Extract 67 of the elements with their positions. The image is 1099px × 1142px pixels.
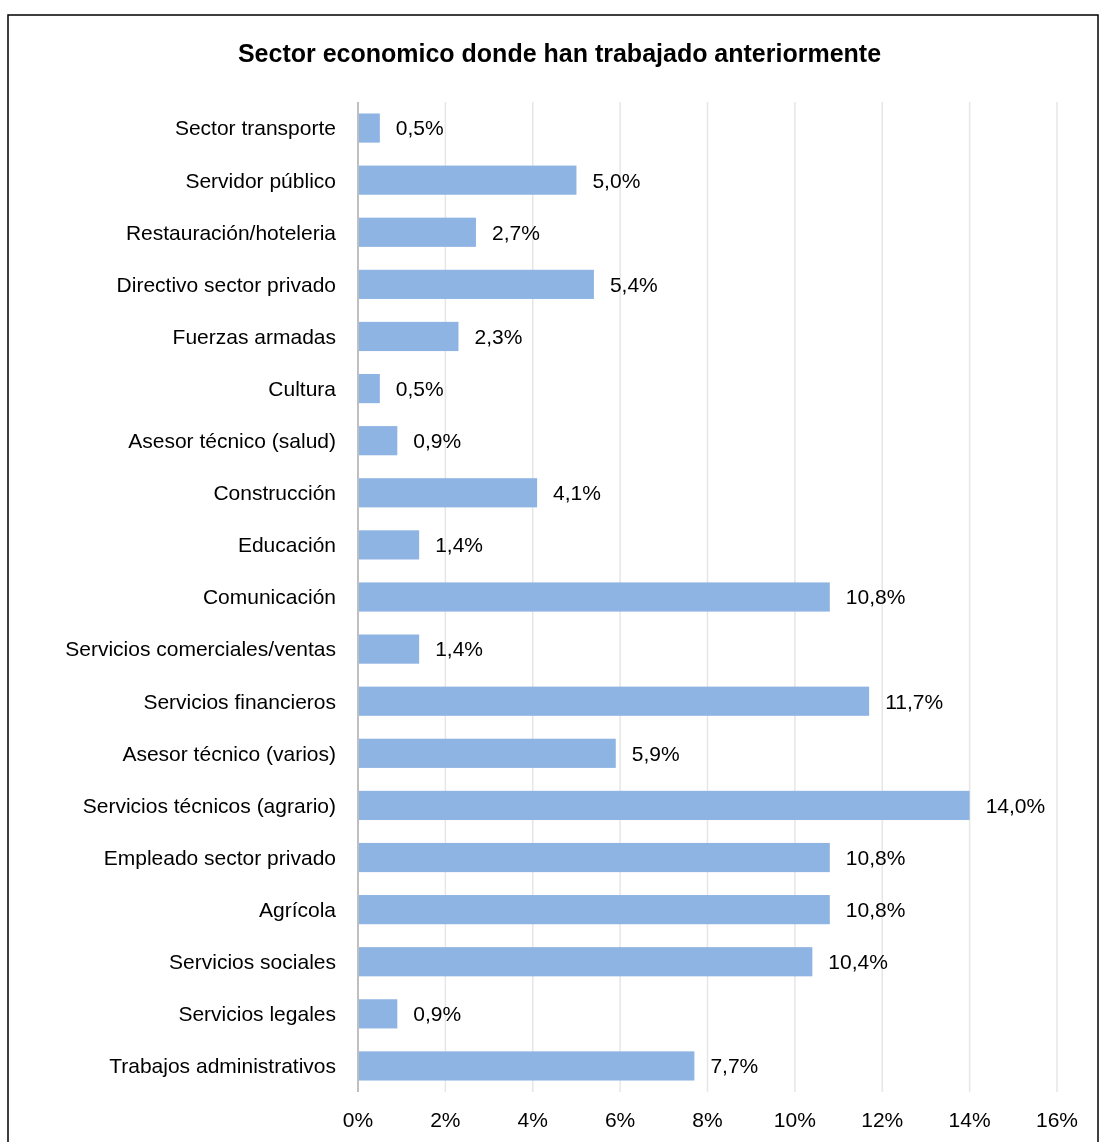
data-label: 0,5%	[395, 116, 444, 140]
y-tick-label: Empleado sector privado	[103, 845, 336, 869]
x-tick-label: 6%	[604, 1108, 636, 1132]
data-label: 10,8%	[845, 585, 906, 609]
bar	[358, 321, 459, 352]
y-tick-label: Restauración/hoteleria	[125, 220, 337, 244]
data-label: 5,9%	[631, 741, 680, 765]
y-tick-label: Servicios legales	[178, 1002, 336, 1026]
y-tick-label: Servidor público	[185, 168, 336, 192]
y-tick-label: Cultura	[268, 376, 337, 400]
data-label: 14,0%	[985, 793, 1046, 817]
y-tick-label: Sector transporte	[174, 116, 336, 140]
data-label: 7,7%	[710, 1054, 759, 1078]
data-label: 10,4%	[828, 950, 888, 974]
bar	[358, 1051, 695, 1081]
bar	[358, 895, 830, 925]
x-tick-label: 16%	[1035, 1108, 1079, 1132]
bar	[358, 790, 970, 821]
bar	[358, 113, 380, 143]
data-label: 4,1%	[553, 481, 601, 505]
data-label: 5,0%	[592, 168, 641, 192]
y-tick-label: Servicios técnicos (agrario)	[82, 793, 336, 817]
data-label: 0,9%	[413, 1002, 462, 1026]
bar	[358, 217, 476, 247]
y-tick-label: Educación	[237, 533, 336, 557]
bar	[358, 269, 594, 299]
data-label: 10,8%	[845, 897, 906, 921]
data-label: 5,4%	[609, 272, 658, 296]
bar	[358, 373, 380, 404]
bar	[358, 686, 870, 716]
y-tick-label: Fuerzas armadas	[172, 324, 336, 348]
data-label: 0,5%	[395, 376, 444, 400]
bar	[358, 738, 616, 768]
y-tick-label: Asesor técnico (varios)	[122, 741, 336, 765]
data-label: 2,3%	[474, 324, 523, 348]
y-tick-label: Comunicación	[202, 585, 336, 609]
x-tick-label: 2%	[430, 1108, 461, 1132]
x-tick-label: 12%	[861, 1108, 904, 1132]
y-tick-label: Directivo sector privado	[116, 272, 336, 296]
data-label: 2,7%	[491, 220, 540, 244]
bar	[358, 999, 398, 1029]
y-tick-label: Agrícola	[258, 897, 337, 921]
bar	[358, 530, 420, 560]
data-label: 1,4%	[435, 637, 484, 661]
bar	[358, 634, 420, 664]
x-tick-label: 0%	[342, 1108, 374, 1132]
bar	[358, 426, 398, 456]
data-label: 11,7%	[885, 689, 944, 713]
chart-title: Sector economico donde han trabajado anteriormente	[237, 38, 882, 67]
x-tick-label: 14%	[948, 1108, 991, 1132]
y-tick-label: Construcción	[213, 481, 336, 505]
bar	[358, 842, 830, 873]
y-tick-label: Asesor técnico (salud)	[128, 429, 336, 453]
y-tick-label: Trabajos administrativos	[109, 1054, 336, 1078]
x-tick-label: 10%	[773, 1108, 816, 1132]
bar	[358, 947, 813, 977]
y-tick-label: Servicios sociales	[169, 950, 336, 974]
y-tick-label: Servicios comerciales/ventas	[65, 637, 336, 661]
y-tick-label: Servicios financieros	[143, 689, 336, 713]
x-tick-label: 8%	[692, 1108, 723, 1132]
bar	[358, 478, 538, 508]
bar	[358, 165, 577, 195]
data-label: 1,4%	[435, 533, 484, 557]
x-tick-label: 4%	[517, 1108, 548, 1132]
bar	[358, 582, 830, 612]
data-label: 0,9%	[413, 429, 462, 453]
data-label: 10,8%	[845, 845, 906, 869]
